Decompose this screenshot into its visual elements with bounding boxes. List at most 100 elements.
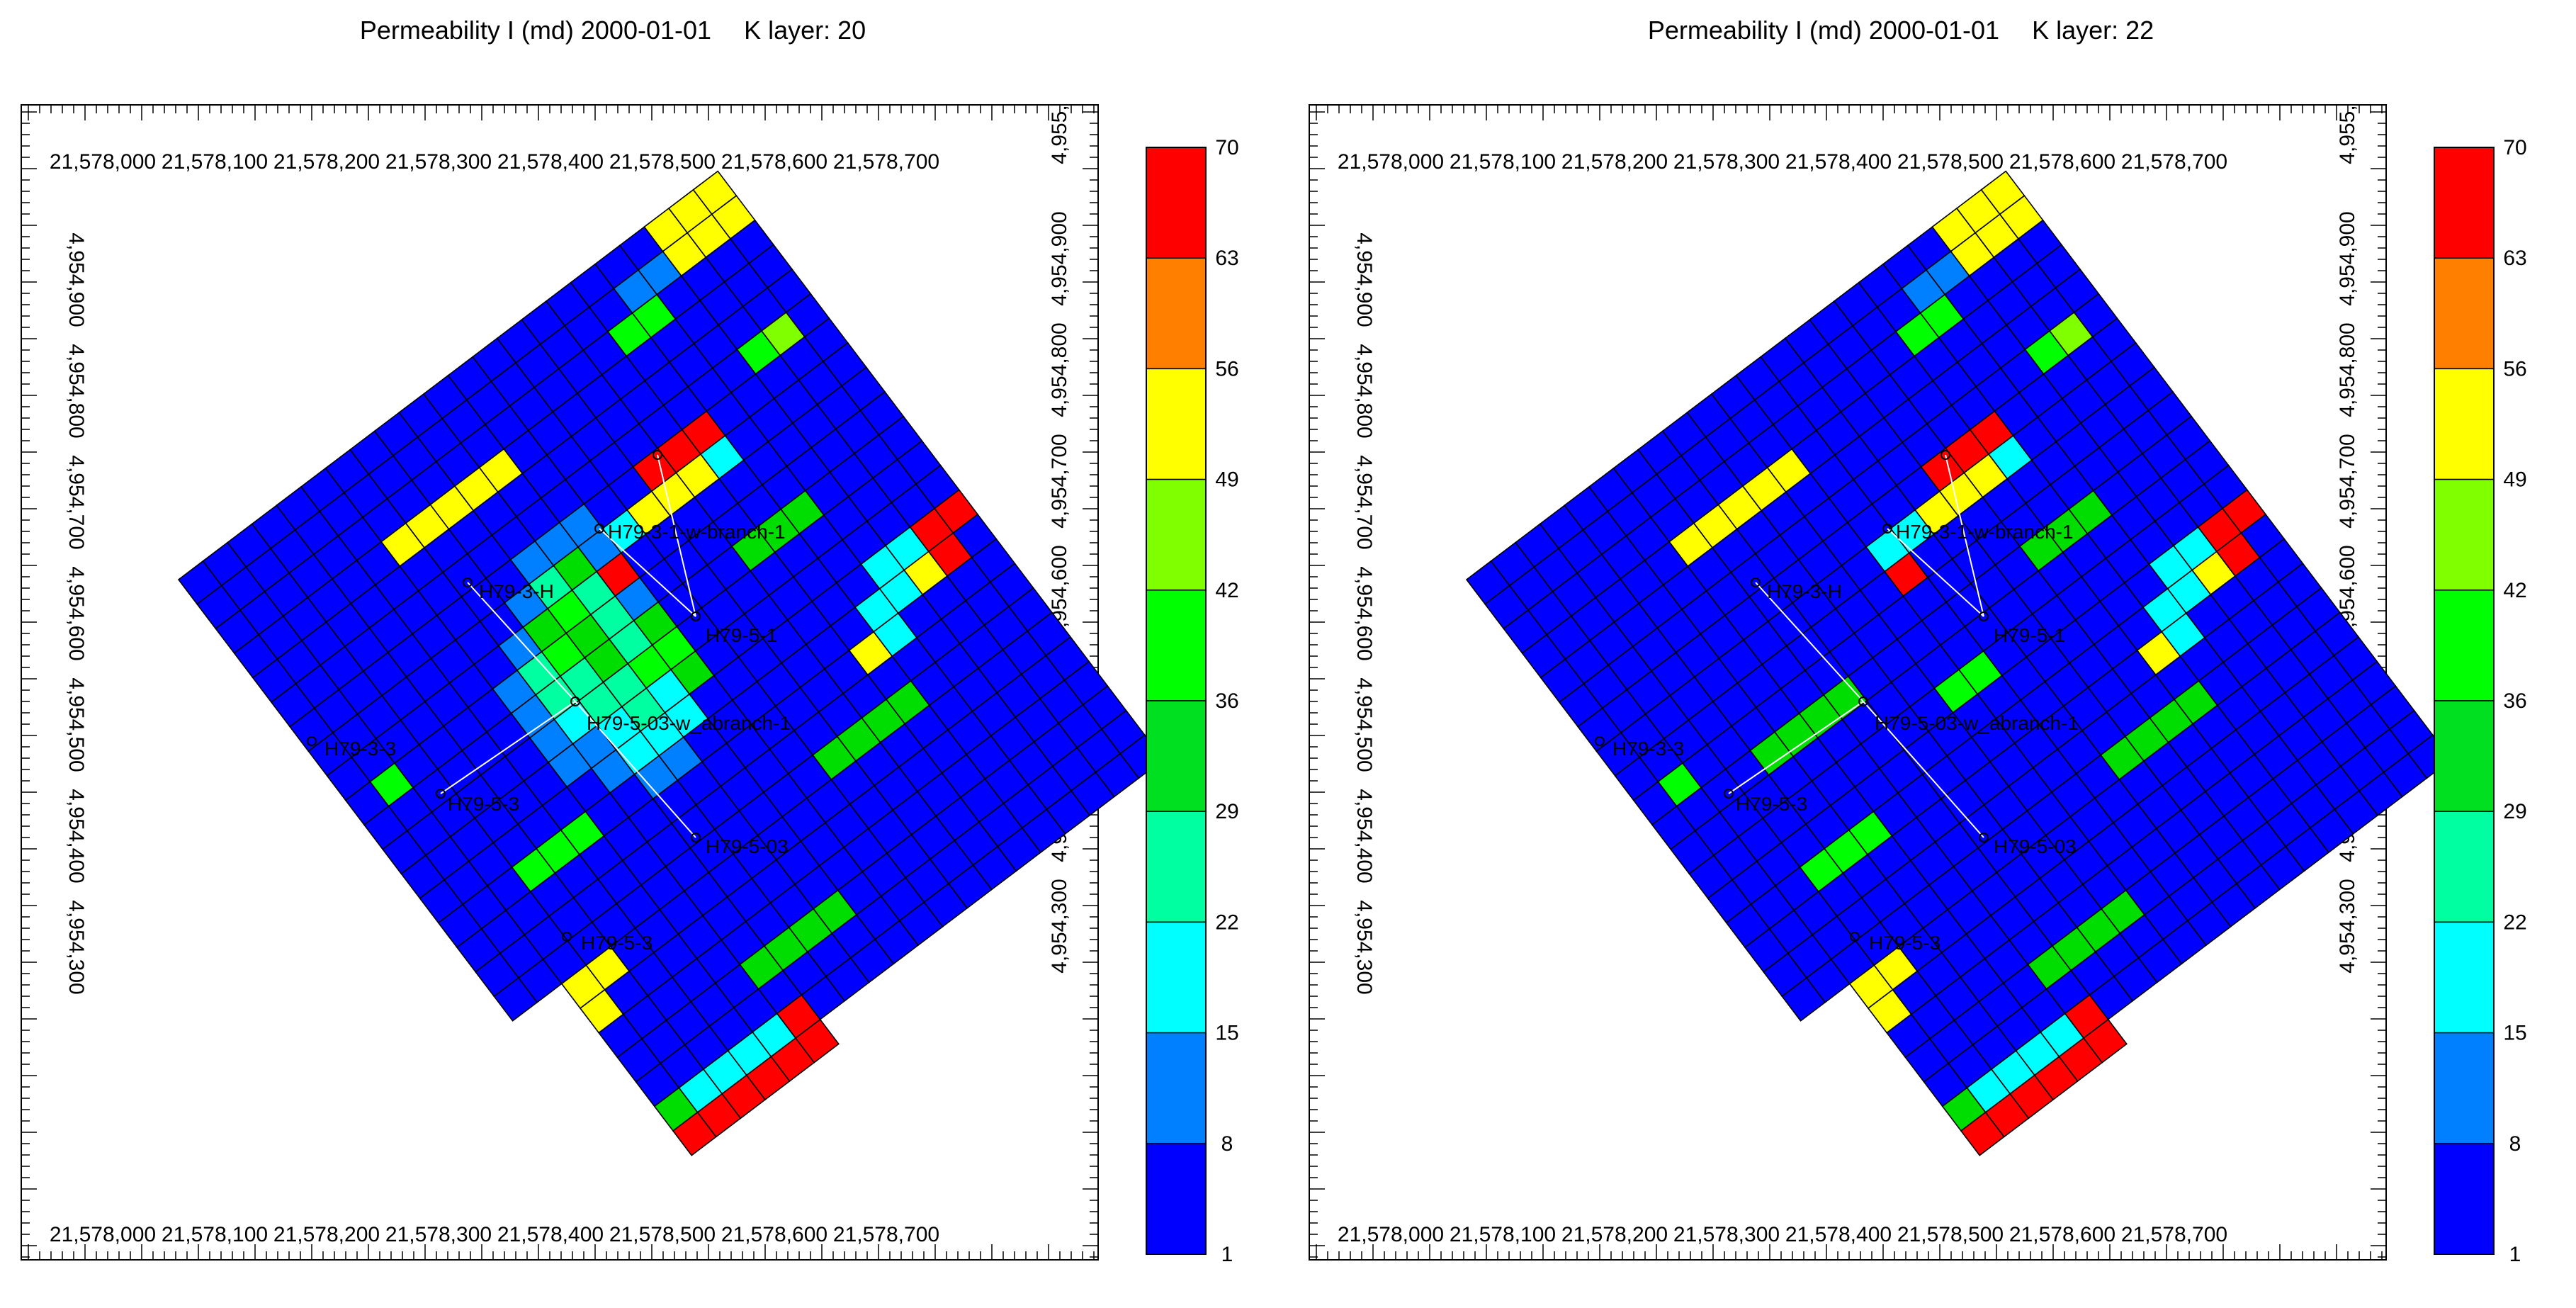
grid-cells: [1465, 170, 2453, 1132]
well-label: H79-5-3: [448, 793, 519, 815]
x-tick-label-top: 21,578,400: [497, 150, 604, 174]
colorbar: 70 63 56 49 42 36 29 22 15 8 1: [1146, 136, 1239, 1266]
well-label: H79-3-3: [324, 738, 396, 760]
colorbar-label: 49: [1215, 468, 1238, 492]
colorbar-label: 15: [2503, 1022, 2526, 1045]
colorbar-swatch: [1146, 147, 1207, 259]
permeability-map[interactable]: 21,578,00021,578,00021,578,10021,578,100…: [1288, 0, 2576, 1308]
colorbar-swatch: [1146, 921, 1207, 1034]
colorbar-swatch: [2434, 478, 2495, 591]
y-tick-label-left: 4,954,600: [1352, 566, 1376, 660]
well-marker: [1882, 524, 1892, 534]
colorbar-swatch: [2434, 1143, 2495, 1255]
x-tick-label-top: 21,578,500: [1897, 150, 2004, 174]
colorbar-swatch: [2434, 811, 2495, 923]
colorbar-swatch: [2434, 590, 2495, 701]
colorbar-label: 70: [2503, 136, 2526, 159]
grid-cells: [177, 170, 1165, 1132]
x-tick-label-top: 21,578,200: [273, 150, 380, 174]
x-tick-label-top: 21,578,600: [2009, 150, 2115, 174]
x-tick-label-top: 21,578,100: [162, 150, 268, 174]
colorbar-label: 42: [2503, 579, 2526, 602]
well-marker: [307, 736, 317, 746]
y-tick-label-right: 4,954,900: [1048, 211, 1071, 305]
y-tick-label-left: 4,954,700: [1352, 455, 1376, 549]
colorbar-label: 63: [2503, 247, 2526, 270]
colorbar-label: 1: [2509, 1243, 2521, 1266]
x-tick-label-bottom: 21,578,600: [2009, 1223, 2115, 1246]
colorbar-label: 70: [1215, 136, 1238, 159]
y-tick-label-left: 4,954,900: [64, 232, 88, 327]
colorbar-frame: [1146, 147, 1207, 1255]
frame-ticks: [21, 105, 1098, 1260]
colorbar-swatch: [2434, 368, 2495, 480]
y-tick-label-left: 4,954,400: [1352, 789, 1376, 883]
colorbar: 70 63 56 49 42 36 29 22 15 8 1: [2434, 136, 2527, 1266]
colorbar-label: 42: [1215, 579, 1238, 602]
colorbar-label: 22: [1215, 910, 1238, 934]
colorbar-swatch: [1146, 368, 1207, 480]
title-property: Permeability I (md) 2000-01-01: [359, 16, 712, 45]
title-property: Permeability I (md) 2000-01-01: [1647, 16, 2000, 45]
grid-tail: [1960, 994, 2128, 1156]
well-marker: [594, 524, 604, 534]
colorbar-label: 22: [2503, 910, 2526, 934]
well-label: H79-5-3: [1736, 793, 1807, 815]
colorbar-swatch: [2434, 257, 2495, 370]
well-marker: [1941, 450, 1950, 460]
well-marker: [436, 789, 446, 799]
well-label: H79-3-1-w-branch-1: [608, 521, 786, 543]
well-label: H79-5-03: [706, 835, 789, 857]
y-tick-label-right: 4,954,900: [2336, 211, 2359, 305]
well-label: H79-5-03-w_abranch-1: [587, 712, 791, 734]
well-marker: [691, 833, 701, 842]
y-tick-label-right: 4,954,700: [2336, 434, 2359, 528]
x-tick-label-top: 21,578,000: [50, 150, 156, 174]
y-tick-label-right: 4,954,300: [2336, 879, 2359, 973]
colorbar-label: 8: [1221, 1132, 1233, 1156]
x-tick-label-bottom: 21,578,000: [1338, 1223, 1444, 1246]
colorbar-label: 15: [1215, 1022, 1238, 1045]
x-tick-label-bottom: 21,578,600: [721, 1223, 827, 1246]
colorbar-label: 1: [1221, 1243, 1233, 1266]
map-title: Permeability I (md) 2000-01-01 K layer: …: [0, 16, 1226, 45]
x-tick-label-top: 21,578,000: [1338, 150, 1444, 174]
colorbar-swatch: [1146, 590, 1207, 701]
colorbar-swatch: [1146, 478, 1207, 591]
y-tick-label-right: 4,954,800: [2336, 322, 2359, 417]
y-tick-label-left: 4,954,500: [1352, 677, 1376, 772]
well-marker: [653, 450, 662, 460]
colorbar-label: 36: [1215, 689, 1238, 713]
y-tick-label-right: 4,955,: [1048, 105, 1071, 164]
x-tick-label-top: 21,578,200: [1561, 150, 1668, 174]
title-layer: K layer: 20: [744, 16, 866, 45]
x-tick-label-bottom: 21,578,500: [1897, 1223, 2004, 1246]
map-panel-right: Permeability I (md) 2000-01-01 K layer: …: [1288, 0, 2576, 1308]
x-tick-label-bottom: 21,578,100: [162, 1223, 268, 1246]
title-layer: K layer: 22: [2032, 16, 2154, 45]
x-tick-label-bottom: 21,578,100: [1450, 1223, 1556, 1246]
well-marker: [1979, 833, 1989, 842]
x-tick-label-bottom: 21,578,700: [2121, 1223, 2227, 1246]
well-marker: [1724, 789, 1734, 799]
well-marker: [1850, 932, 1860, 942]
y-tick-label-left: 4,954,300: [1352, 900, 1376, 994]
x-tick-label-top: 21,578,500: [609, 150, 716, 174]
colorbar-frame: [2434, 147, 2495, 1255]
colorbar-label: 49: [2503, 468, 2526, 492]
colorbar-swatch: [1146, 1143, 1207, 1255]
x-tick-label-bottom: 21,578,300: [385, 1223, 492, 1246]
well-label: H79-5-03: [1994, 835, 2077, 857]
well-markers: [307, 450, 701, 942]
well-label: H79-5-1: [706, 624, 777, 646]
well-marker: [1979, 611, 1989, 621]
x-tick-label-bottom: 21,578,200: [273, 1223, 380, 1246]
well-trajectories: [1728, 454, 1984, 838]
x-tick-label-top: 21,578,700: [2121, 150, 2227, 174]
well-marker: [1858, 697, 1868, 706]
permeability-map[interactable]: 21,578,00021,578,00021,578,10021,578,100…: [0, 0, 1288, 1308]
well-label: H79-5-03-w_abranch-1: [1875, 712, 2079, 734]
x-tick-label-top: 21,578,600: [721, 150, 827, 174]
x-tick-label-bottom: 21,578,400: [1785, 1223, 1892, 1246]
x-tick-label-top: 21,578,400: [1785, 150, 1892, 174]
